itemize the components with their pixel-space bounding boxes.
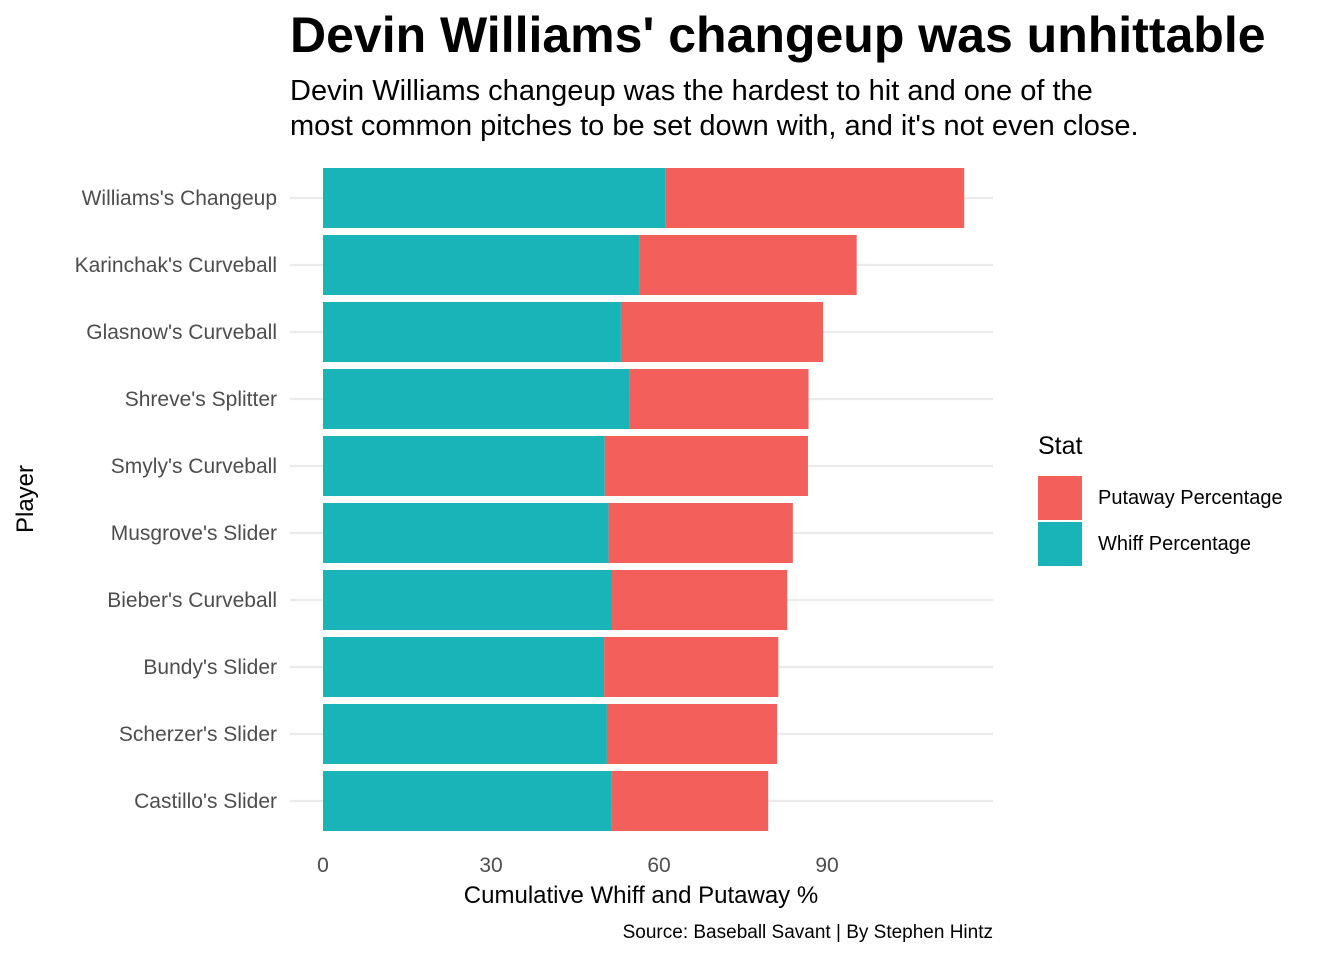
- legend-title: Stat: [1038, 432, 1083, 460]
- x-axis-title: Cumulative Whiff and Putaway %: [464, 882, 818, 909]
- bar-williams-s-changeup-whiff-percentage: [323, 168, 666, 228]
- bar-karinchak-s-curveball-putaway-percentage: [639, 235, 857, 295]
- legend-swatch-putaway: [1038, 476, 1082, 520]
- legend-item-putaway: Putaway Percentage: [1038, 476, 1283, 520]
- chart-caption: Source: Baseball Savant | By Stephen Hin…: [622, 922, 993, 943]
- y-tick-label: Smyly's Curveball: [111, 455, 277, 478]
- bar-castillo-s-slider-whiff-percentage: [323, 771, 612, 831]
- bar-scherzer-s-slider-whiff-percentage: [323, 704, 607, 764]
- bar-williams-s-changeup-putaway-percentage: [665, 168, 965, 228]
- bar-bundy-s-slider-putaway-percentage: [604, 637, 779, 697]
- bar-musgrove-s-slider-putaway-percentage: [608, 503, 793, 563]
- legend-swatch-whiff: [1038, 522, 1082, 566]
- y-tick-label: Shreve's Splitter: [125, 388, 277, 411]
- y-tick-label: Williams's Changeup: [82, 187, 277, 210]
- y-tick-label: Karinchak's Curveball: [75, 254, 277, 277]
- y-axis-title: Player: [12, 465, 39, 533]
- x-tick-label: 60: [647, 854, 670, 877]
- bar-bieber-s-curveball-putaway-percentage: [611, 570, 788, 630]
- x-tick-label: 0: [317, 854, 329, 877]
- y-tick-label: Castillo's Slider: [134, 790, 277, 813]
- x-tick-label: 90: [815, 854, 838, 877]
- subtitle-line-1: Devin Williams changeup was the hardest …: [290, 75, 1093, 107]
- y-tick-label: Glasnow's Curveball: [86, 321, 277, 344]
- bar-glasnow-s-curveball-whiff-percentage: [323, 302, 621, 362]
- bar-scherzer-s-slider-putaway-percentage: [606, 704, 778, 764]
- bar-glasnow-s-curveball-putaway-percentage: [620, 302, 824, 362]
- y-tick-label: Bundy's Slider: [143, 656, 277, 679]
- subtitle-line-2: most common pitches to be set down with,…: [290, 110, 1139, 142]
- bar-bundy-s-slider-whiff-percentage: [323, 637, 605, 697]
- legend-item-whiff: Whiff Percentage: [1038, 522, 1251, 566]
- bar-shreve-s-splitter-putaway-percentage: [629, 369, 809, 429]
- bar-musgrove-s-slider-whiff-percentage: [323, 503, 609, 563]
- chart-subtitle: Devin Williams changeup was the hardest …: [290, 74, 1290, 144]
- bar-karinchak-s-curveball-whiff-percentage: [323, 235, 640, 295]
- y-tick-label: Scherzer's Slider: [119, 723, 277, 746]
- x-tick-label: 30: [479, 854, 502, 877]
- legend-label-putaway: Putaway Percentage: [1098, 486, 1283, 509]
- bar-shreve-s-splitter-whiff-percentage: [323, 369, 630, 429]
- chart-title: Devin Williams' changeup was unhittable: [290, 7, 1266, 63]
- y-tick-label: Bieber's Curveball: [107, 589, 277, 612]
- bar-bieber-s-curveball-whiff-percentage: [323, 570, 612, 630]
- bar-smyly-s-curveball-putaway-percentage: [604, 436, 808, 496]
- bar-castillo-s-slider-putaway-percentage: [611, 771, 769, 831]
- legend-label-whiff: Whiff Percentage: [1098, 532, 1252, 555]
- bar-smyly-s-curveball-whiff-percentage: [323, 436, 605, 496]
- y-tick-label: Musgrove's Slider: [111, 522, 277, 545]
